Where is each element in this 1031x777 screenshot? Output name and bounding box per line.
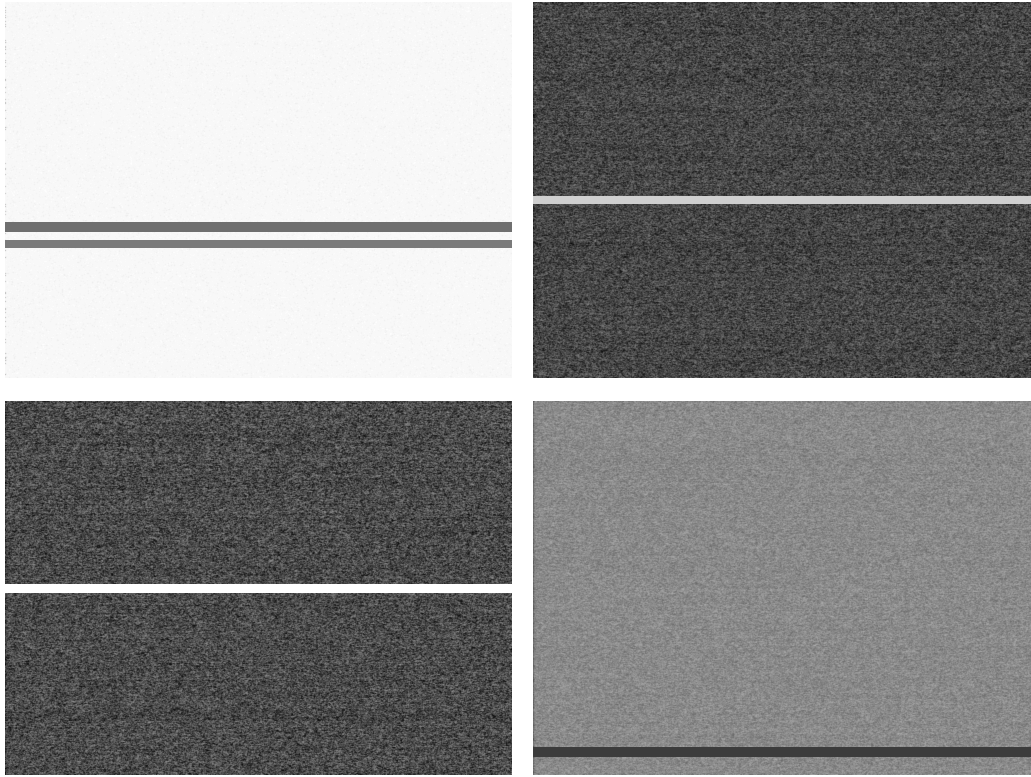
top-right-horizontal-line: [533, 196, 1031, 204]
top-left-noise-canvas: [5, 2, 512, 378]
top-right-noise-panel: [533, 2, 1031, 378]
bottom-left-noise-panel: [5, 401, 512, 775]
top-right-noise-canvas: [533, 2, 1031, 378]
top-left-noise-panel: [5, 2, 512, 378]
bottom-right-horizontal-line: [533, 747, 1031, 757]
top-left-horizontal-line-upper: [5, 222, 512, 232]
bottom-left-horizontal-line: [5, 584, 512, 593]
bottom-right-noise-panel: [533, 401, 1031, 775]
bottom-right-noise-canvas: [533, 401, 1031, 775]
top-left-horizontal-line-lower: [5, 240, 512, 248]
